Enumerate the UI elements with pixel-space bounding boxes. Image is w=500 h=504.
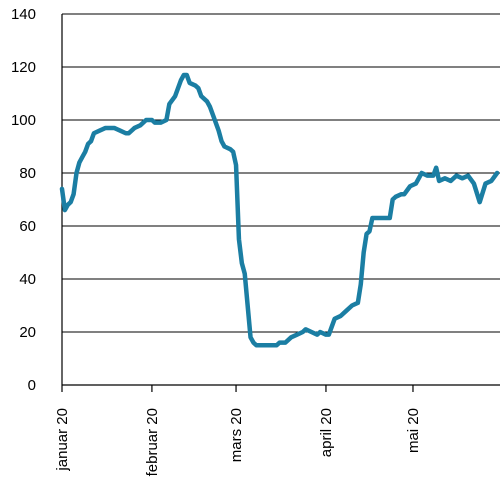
series-line-0 [59, 72, 500, 348]
x-tick-label: mai 20 [405, 408, 422, 453]
x-tick-label: april 20 [318, 408, 335, 457]
y-tick-label: 40 [19, 271, 36, 288]
horizontal-gridlines [62, 13, 500, 333]
axes [61, 14, 500, 392]
y-tick-label: 80 [19, 165, 36, 182]
x-axis-tick-labels: januar 20 februar 20 mars 20 april 20 mai 20 [54, 408, 422, 476]
y-tick-label: 20 [19, 324, 36, 341]
y-tick-label: 100 [11, 112, 36, 129]
series-layer [59, 72, 500, 348]
y-tick-label: 140 [11, 6, 36, 23]
x-tick-label: januar 20 [54, 408, 71, 472]
x-tick-label: mars 20 [228, 408, 245, 462]
x-tick-label: februar 20 [144, 408, 161, 476]
y-tick-label: 0 [28, 377, 36, 394]
y-tick-label: 60 [19, 218, 36, 235]
y-tick-label: 120 [11, 59, 36, 76]
y-axis-tick-labels: 0 20 40 60 80 100 120 140 [11, 6, 36, 394]
